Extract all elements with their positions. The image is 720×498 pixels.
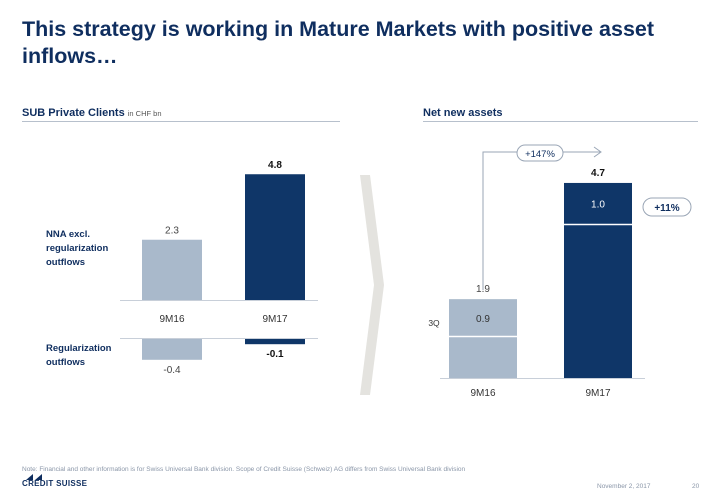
bar-label-nna-9M17: 4.8 (268, 160, 282, 171)
category-label-9M16: 9M16 (159, 314, 184, 325)
growth-label-3q: +11% (654, 203, 679, 214)
bar-reg-9M17 (245, 339, 305, 345)
total-label-9M17: 4.7 (591, 168, 605, 179)
bar-reg-9M16 (142, 339, 202, 360)
footnote: Note: Financial and other information is… (22, 466, 466, 473)
growth-badge-3q (642, 197, 692, 217)
segment-label-3q-9M17: 1.0 (591, 200, 605, 211)
right-section-heading: Net new assets (423, 107, 503, 119)
bar-nna-9M17 (245, 174, 305, 300)
category-label-9M16: 9M16 (470, 388, 495, 399)
growth-badge-total (516, 144, 564, 162)
credit-suisse-logo: CREDIT SUISSE (22, 479, 88, 488)
chevron-shape (360, 175, 384, 395)
left-section-heading: SUB Private Clients in CHF bn (22, 107, 162, 119)
page-number: 20 (692, 483, 700, 490)
category-label-9M17: 9M17 (262, 314, 287, 325)
right-heading-rule (423, 121, 698, 122)
row-label-regularization: Regularization outflows (46, 343, 112, 368)
bar-label-reg-9M17: -0.1 (266, 349, 284, 360)
bar-nna-9M16 (142, 239, 202, 300)
bar-label-nna-9M16: 2.3 (165, 226, 179, 237)
footer-date: November 2, 2017 (597, 483, 651, 490)
growth-label-total: +147% (525, 149, 555, 160)
bar-total-9M16 (449, 299, 517, 378)
left-heading-unit: in CHF bn (127, 109, 162, 118)
row-label-nna: NNA excl. regularization outflows (46, 229, 109, 268)
segment-label-3q-9M16: 0.9 (476, 314, 490, 325)
growth-arrow-icon (593, 146, 602, 158)
bar-total-9M17 (564, 182, 632, 378)
bar-label-reg-9M16: -0.4 (163, 365, 181, 376)
left-heading-text: SUB Private Clients (22, 107, 125, 119)
left-heading-rule (22, 121, 340, 122)
chevron-separator-icon (360, 175, 384, 395)
credit-suisse-sails-icon (26, 474, 42, 480)
page-title: This strategy is working in Mature Marke… (22, 17, 655, 68)
label-3q: 3Q (428, 318, 440, 328)
category-label-9M17: 9M17 (585, 388, 610, 399)
